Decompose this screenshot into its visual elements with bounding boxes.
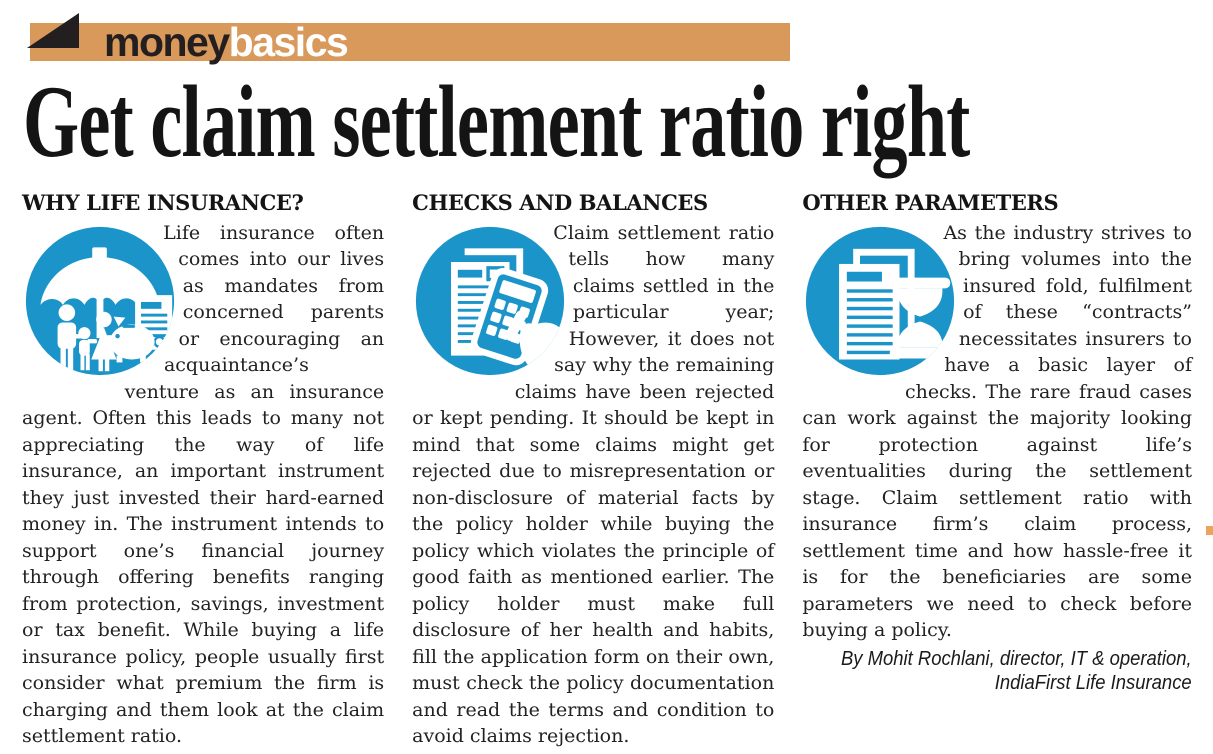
column-why-life-insurance: WHY LIFE INSURANCE?	[22, 189, 385, 750]
column-body-text: As the industry strives to bring volumes…	[802, 221, 1192, 642]
column-body-text: Life insurance often comes into our live…	[22, 221, 385, 748]
umbrella-family-piggybank-policy-icon	[22, 223, 178, 383]
banner-word-money: money	[104, 19, 230, 65]
column-other-parameters: OTHER PARAMETERS	[802, 189, 1192, 750]
corner-flag-icon	[27, 13, 79, 48]
document-hourglass-icon	[802, 223, 958, 383]
column-heading: OTHER PARAMETERS	[802, 189, 1059, 215]
byline: By Mohit Rochlani, director, IT & operat…	[841, 647, 1192, 695]
page-edge-artifact	[1206, 526, 1213, 535]
column-heading: WHY LIFE INSURANCE?	[22, 189, 304, 215]
byline-author: By Mohit Rochlani, director, IT & operat…	[841, 646, 1192, 670]
byline-company: IndiaFirst Life Insurance	[995, 670, 1192, 694]
article-columns: WHY LIFE INSURANCE?	[0, 189, 1213, 750]
column-checks-and-balances: CHECKS AND BALANCES	[412, 189, 775, 750]
banner-word-basics: basics	[228, 19, 349, 65]
section-banner: money basics	[27, 13, 790, 65]
column-body-text: Claim settlement ratio tells how many cl…	[412, 221, 775, 748]
column-heading: CHECKS AND BALANCES	[412, 189, 708, 215]
calculator-documents-hand-icon	[412, 223, 568, 383]
article-headline: Get claim settlement ratio right	[23, 65, 970, 179]
